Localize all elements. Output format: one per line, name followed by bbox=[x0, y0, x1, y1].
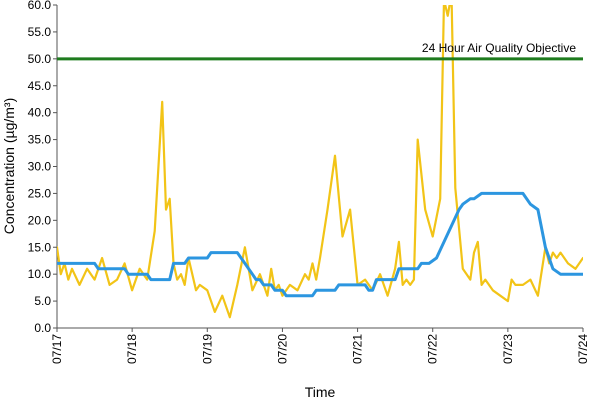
y-tick-label: 0.0 bbox=[34, 321, 51, 335]
y-tick-label: 60.0 bbox=[28, 0, 52, 12]
y-tick-label: 40.0 bbox=[28, 106, 52, 120]
y-axis-title: Concentration (µg/m³) bbox=[1, 98, 17, 234]
y-tick-label: 5.0 bbox=[34, 294, 51, 308]
series-group bbox=[57, 5, 583, 319]
y-tick-label: 55.0 bbox=[28, 25, 52, 39]
objective-group: 24 Hour Air Quality Objective bbox=[57, 41, 583, 61]
x-tick-label: 07/23 bbox=[501, 334, 515, 364]
x-tick-label: 07/21 bbox=[351, 334, 365, 364]
x-tick-label: 07/18 bbox=[125, 334, 139, 364]
x-tick-label: 07/22 bbox=[426, 334, 440, 364]
y-tick-label: 45.0 bbox=[28, 79, 52, 93]
y-tick-label: 20.0 bbox=[28, 213, 52, 227]
x-tick-label: 07/24 bbox=[576, 334, 590, 364]
y-tick-label: 35.0 bbox=[28, 133, 52, 147]
x-tick-group: 07/17 07/18 07/19 07/20 07/21 07/22 07/23 07/24 bbox=[50, 328, 590, 364]
y-tick-label: 25.0 bbox=[28, 186, 52, 200]
y-tick-label: 15.0 bbox=[28, 240, 52, 254]
x-tick-label: 07/20 bbox=[275, 334, 289, 364]
y-tick-label: 30.0 bbox=[28, 160, 52, 174]
y-tick-label: 10.0 bbox=[28, 267, 52, 281]
x-tick-label: 07/17 bbox=[50, 334, 64, 364]
y-tick-group: 0.0 5.0 10.0 15.0 20.0 25.0 30.0 35.0 40.0 45.0 50… bbox=[28, 0, 57, 335]
objective-label: 24 Hour Air Quality Objective bbox=[422, 41, 576, 55]
series-line-2 bbox=[57, 191, 583, 298]
series-line-1 bbox=[57, 5, 583, 319]
y-tick-label: 50.0 bbox=[28, 52, 52, 66]
x-axis-title: Time bbox=[305, 384, 336, 400]
x-tick-label: 07/19 bbox=[200, 334, 214, 364]
